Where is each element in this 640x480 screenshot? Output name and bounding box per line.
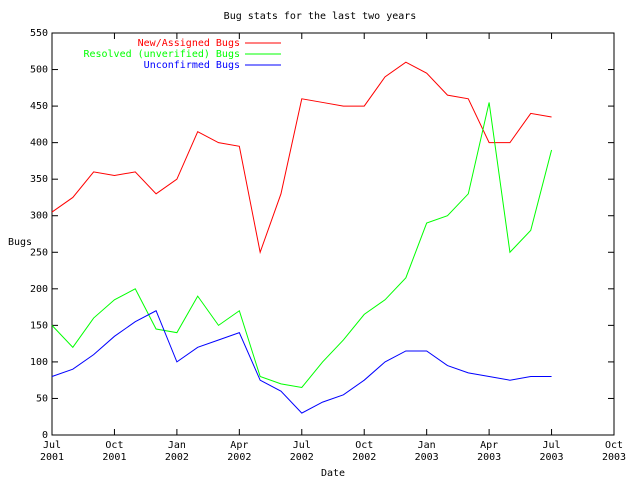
series-line [51, 102, 553, 389]
series-line [51, 310, 552, 414]
x-axis-label: Date [321, 468, 345, 479]
y-tick-label: 50 [36, 393, 48, 404]
y-tick-label: 350 [30, 174, 48, 185]
y-tick-label: 450 [30, 101, 48, 112]
y-tick-label: 550 [30, 28, 48, 39]
x-tick-label: Oct 2001 [102, 440, 127, 463]
y-tick-label: 500 [30, 65, 48, 76]
plot-frame [51, 32, 615, 436]
x-tick-label: Jul 2003 [539, 440, 564, 463]
x-tick-label: Apr 2003 [477, 440, 502, 463]
x-tick-label: Apr 2002 [227, 440, 252, 463]
x-tick-label: Jan 2002 [164, 440, 189, 463]
chart-title: Bug stats for the last two years [224, 11, 417, 22]
y-tick-label: 0 [42, 430, 48, 441]
y-tick-label: 400 [30, 138, 48, 149]
legend-label: Unconfirmed Bugs [144, 60, 240, 71]
legend-label: New/Assigned Bugs [138, 38, 240, 49]
y-tick-label: 250 [30, 247, 48, 258]
x-tick-label: Jul 2002 [289, 440, 314, 463]
series-line [51, 61, 552, 255]
x-tick-label: Oct 2002 [352, 440, 377, 463]
y-tick-label: 100 [30, 357, 48, 368]
legend-label: Resolved (unverified) Bugs [83, 49, 240, 60]
y-axis-label: Bugs [8, 237, 32, 248]
x-tick-label: Jul 2001 [39, 440, 65, 463]
y-tick-label: 300 [30, 211, 48, 222]
x-tick-label: Jan 2003 [414, 440, 439, 463]
y-tick-label: 200 [30, 284, 48, 295]
y-tick-label: 150 [30, 320, 48, 331]
x-tick-label: Oct 2003 [601, 440, 627, 463]
